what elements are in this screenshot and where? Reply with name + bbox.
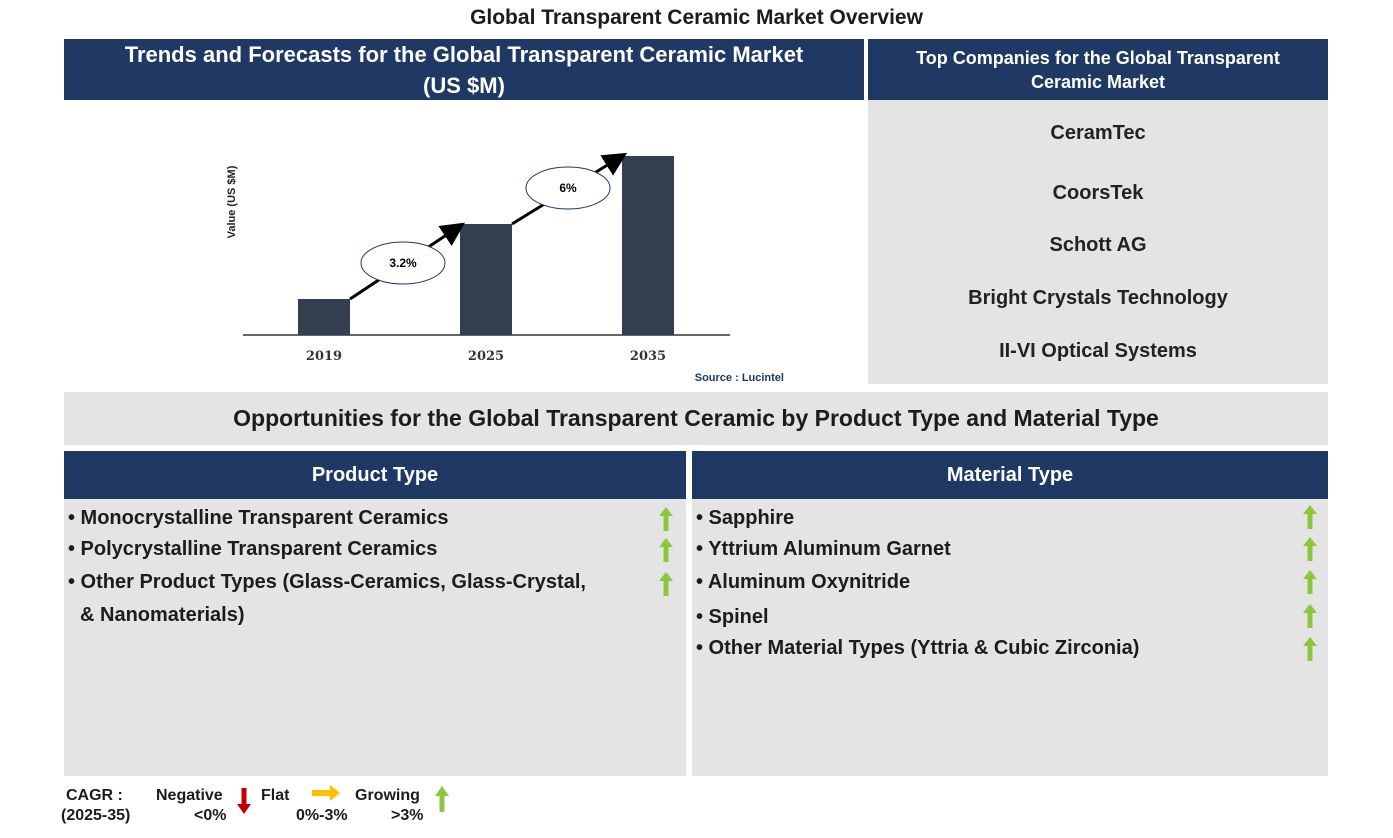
legend-flat-label: Flat <box>261 787 290 804</box>
negative-arrow-icon <box>237 788 251 814</box>
product-item: • Other Product Types (Glass-Ceramics, G… <box>68 571 586 593</box>
companies-header: Top Companies for the Global Transparent… <box>868 39 1328 100</box>
chart-area: Value (US $M) 2019 2025 2035 3.2% 6% Sou… <box>64 100 864 390</box>
company-item: CeramTec <box>1050 122 1146 144</box>
material-item: • Aluminum Oxynitride <box>696 571 911 593</box>
bar-2025 <box>460 224 512 335</box>
bar-2035 <box>622 156 674 335</box>
x-tick-2019: 2019 <box>306 349 342 364</box>
legend-growing-range: >3% <box>391 807 424 824</box>
source-label: Source : Lucintel <box>695 372 784 384</box>
bar-chart: Value (US $M) 2019 2025 2035 3.2% 6% Sou… <box>226 152 784 384</box>
product-type-header: Product Type <box>64 451 686 499</box>
company-item: CoorsTek <box>1052 182 1144 204</box>
growing-arrow-icon <box>1303 505 1317 529</box>
bar-2019 <box>298 299 350 335</box>
company-item: Bright Crystals Technology <box>968 287 1228 309</box>
x-tick-2025: 2025 <box>468 349 504 364</box>
legend-flat-range: 0%-3% <box>296 807 348 824</box>
y-axis-label: Value (US $M) <box>226 165 238 238</box>
product-item-continuation: & Nanomaterials) <box>80 604 245 626</box>
legend-period-label: (2025-35) <box>61 807 131 824</box>
chart-panel-header: Trends and Forecasts for the Global Tran… <box>64 39 864 100</box>
material-item: • Other Material Types (Yttria & Cubic Z… <box>696 637 1140 659</box>
company-item: Schott AG <box>1049 234 1147 256</box>
legend-growing-label: Growing <box>355 787 420 804</box>
cagr-label-1: 3.2% <box>389 256 417 270</box>
x-tick-2035: 2035 <box>630 349 666 364</box>
cagr-bubble-2 <box>525 166 611 210</box>
cagr-bubble-1 <box>360 241 446 285</box>
companies-list: CeramTec CoorsTek Schott AG Bright Cryst… <box>868 100 1328 384</box>
product-type-list: • Monocrystalline Transparent Ceramics •… <box>64 499 686 776</box>
material-item: • Spinel <box>696 606 769 628</box>
material-type-header: Material Type <box>692 451 1328 499</box>
growing-arrow-icon <box>1303 604 1317 628</box>
growing-arrow-icon <box>1303 537 1317 561</box>
company-item: II-VI Optical Systems <box>999 340 1197 362</box>
legend-cagr-label: CAGR : <box>66 787 123 804</box>
page-title: Global Transparent Ceramic Market Overvi… <box>470 6 923 29</box>
flat-arrow-icon <box>312 785 340 801</box>
material-item: • Yttrium Aluminum Garnet <box>696 538 951 560</box>
product-item: • Polycrystalline Transparent Ceramics <box>68 538 438 560</box>
growing-arrow-icon <box>435 786 449 812</box>
material-item: • Sapphire <box>696 507 795 529</box>
growing-arrow-icon <box>1303 637 1317 661</box>
growing-arrow-icon <box>659 572 673 596</box>
growing-arrow-icon <box>1303 570 1317 594</box>
cagr-label-2: 6% <box>559 181 577 195</box>
growing-arrow-icon <box>659 538 673 562</box>
product-item: • Monocrystalline Transparent Ceramics <box>68 507 449 529</box>
legend-negative-range: <0% <box>194 807 227 824</box>
growing-arrow-icon <box>659 507 673 531</box>
material-type-list: • Sapphire • Yttrium Aluminum Garnet • A… <box>692 499 1328 776</box>
opportunities-title: Opportunities for the Global Transparent… <box>64 392 1328 445</box>
legend-negative-label: Negative <box>156 787 223 804</box>
